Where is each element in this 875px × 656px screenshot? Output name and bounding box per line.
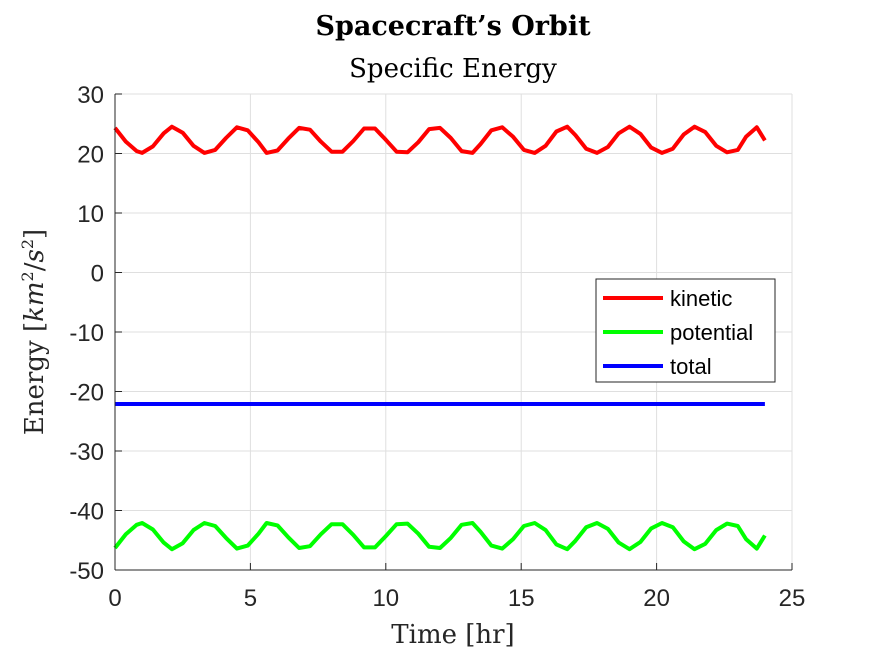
series-lines <box>113 124 767 552</box>
y-tick-label: 20 <box>77 142 104 169</box>
legend-label-kinetic: kinetic <box>670 286 732 311</box>
y-tick-label: -40 <box>69 499 104 526</box>
y-axis-label-km: km <box>20 281 50 321</box>
legend-label-total: total <box>670 354 712 379</box>
x-tick-label: 15 <box>508 585 535 612</box>
y-tick-labels: 30 20 10 0 -10 -20 -30 -40 -50 <box>69 82 104 585</box>
series-line-kinetic <box>113 124 767 155</box>
y-axis-label-s: s <box>20 249 50 262</box>
y-tick-label: -30 <box>69 439 104 466</box>
y-tick-label: -50 <box>69 558 104 585</box>
y-axis-label: Energy [km2/s2] <box>18 229 50 435</box>
x-tick-label: 5 <box>244 585 257 612</box>
x-tick-label: 25 <box>779 585 806 612</box>
x-tick-label: 10 <box>372 585 399 612</box>
legend: kinetic potential total <box>595 278 776 383</box>
x-axis-label: Time [hr] <box>391 620 514 650</box>
legend-label-potential: potential <box>670 320 753 345</box>
y-axis-label-exp2: 2 <box>18 239 37 249</box>
y-axis-label-exp: 2 <box>18 271 37 281</box>
chart-title: Spacecraft’s Orbit <box>315 11 591 42</box>
x-tick-label: 20 <box>643 585 670 612</box>
y-axis-label-prefix: Energy [ <box>20 322 50 435</box>
x-tick-label: 0 <box>108 585 121 612</box>
y-axis-label-suffix: ] <box>20 229 50 239</box>
y-tick-label: 10 <box>77 201 104 228</box>
y-tick-label: -10 <box>69 320 104 347</box>
y-tick-label: 0 <box>91 261 104 288</box>
series-line-potential <box>113 521 767 552</box>
x-tick-labels: 0 5 10 15 20 25 <box>108 585 805 612</box>
axes <box>114 93 793 571</box>
y-tick-label: -20 <box>69 380 104 407</box>
y-tick-label: 30 <box>77 82 104 109</box>
chart-subtitle: Specific Energy <box>349 54 557 84</box>
y-axis-label-slash: / <box>20 262 50 271</box>
